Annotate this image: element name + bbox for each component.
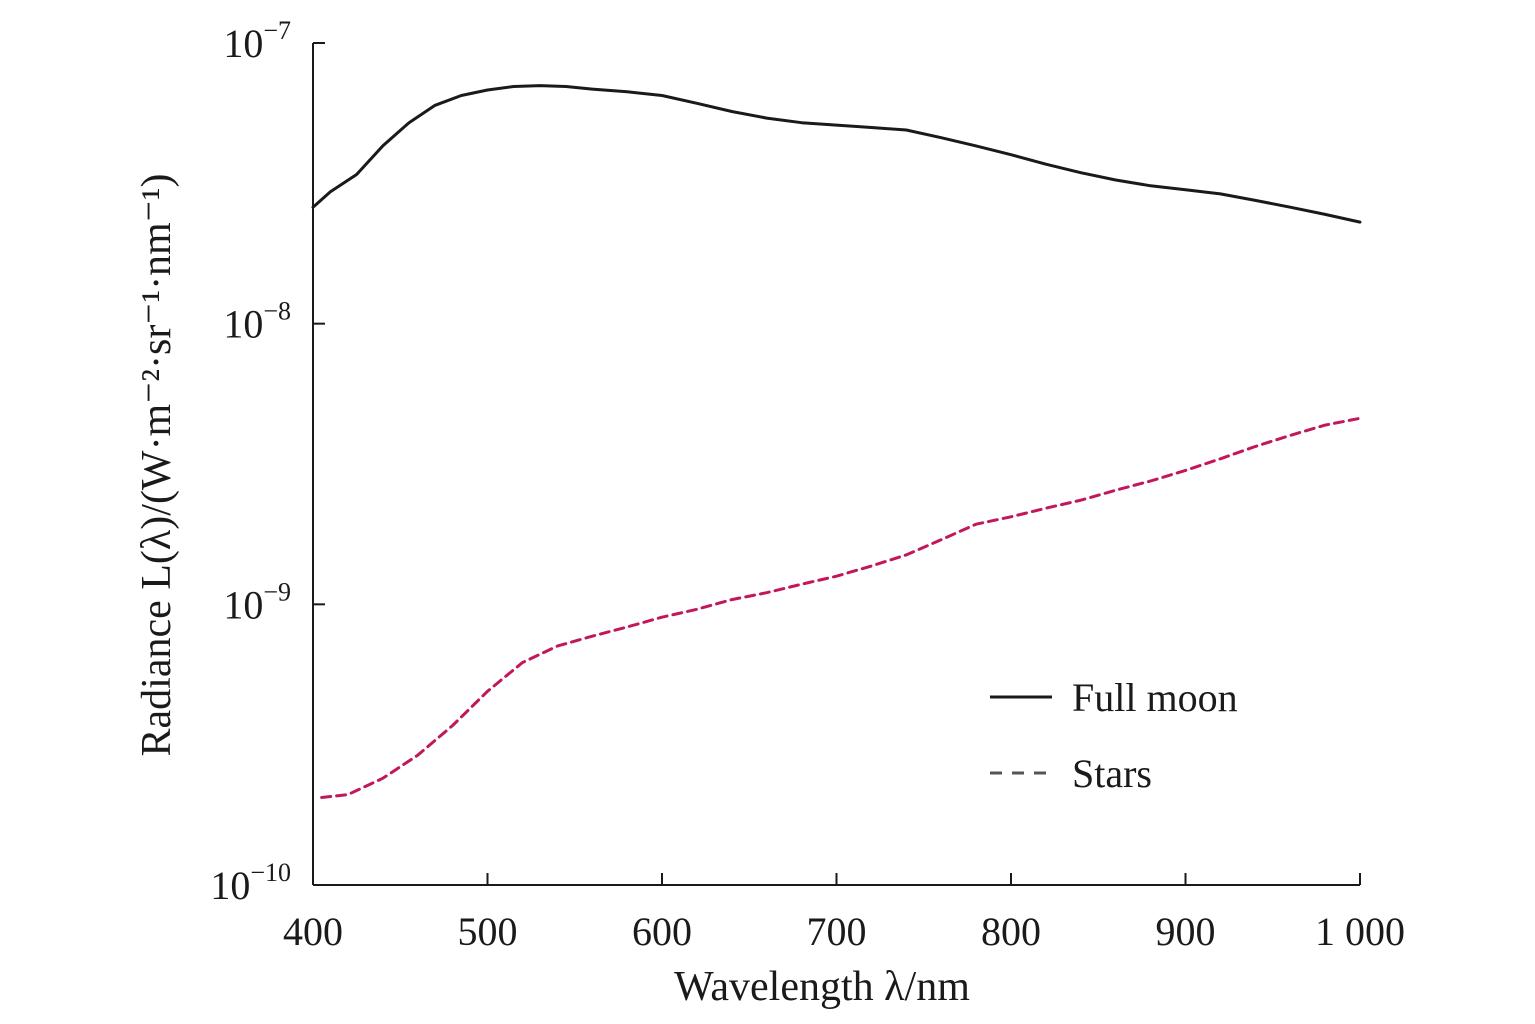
x-tick-label: 500 (458, 909, 518, 954)
legend-label: Stars (1072, 751, 1152, 796)
y-axis-title: Radiance L(λ)/(W·m⁻²·sr⁻¹·nm⁻¹) (134, 174, 180, 757)
series-layer (311, 84, 1362, 799)
series-line-stars (320, 416, 1362, 799)
y-tick-label: 10−9 (223, 577, 291, 627)
series-line-full-moon (311, 84, 1362, 224)
x-axis-title: Wavelength λ/nm (674, 964, 970, 1010)
axes: 400 500 600 700 800 900 1 000 10−10 10−9 10−8 10−7 (210, 16, 1405, 954)
y-tick-label: 10−8 (223, 297, 291, 347)
x-tick-label: 600 (632, 909, 692, 954)
x-tick-label: 1 000 (1315, 909, 1405, 954)
x-tick-label: 400 (283, 909, 343, 954)
legend: Full moon Stars (990, 675, 1238, 796)
y-tick-label: 10−7 (223, 16, 291, 66)
x-tick-label: 700 (807, 909, 867, 954)
x-tick-label: 900 (1156, 909, 1216, 954)
x-tick-label: 800 (981, 909, 1041, 954)
y-tick-label: 10−10 (210, 858, 291, 908)
legend-label: Full moon (1072, 675, 1238, 720)
